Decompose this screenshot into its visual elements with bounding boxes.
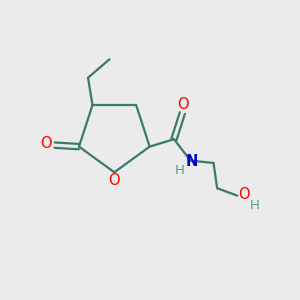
Text: H: H xyxy=(250,199,260,212)
Text: O: O xyxy=(109,173,120,188)
Text: H: H xyxy=(175,164,185,178)
Text: O: O xyxy=(40,136,52,151)
Text: N: N xyxy=(186,154,198,169)
Text: O: O xyxy=(177,97,189,112)
Text: O: O xyxy=(238,187,250,202)
